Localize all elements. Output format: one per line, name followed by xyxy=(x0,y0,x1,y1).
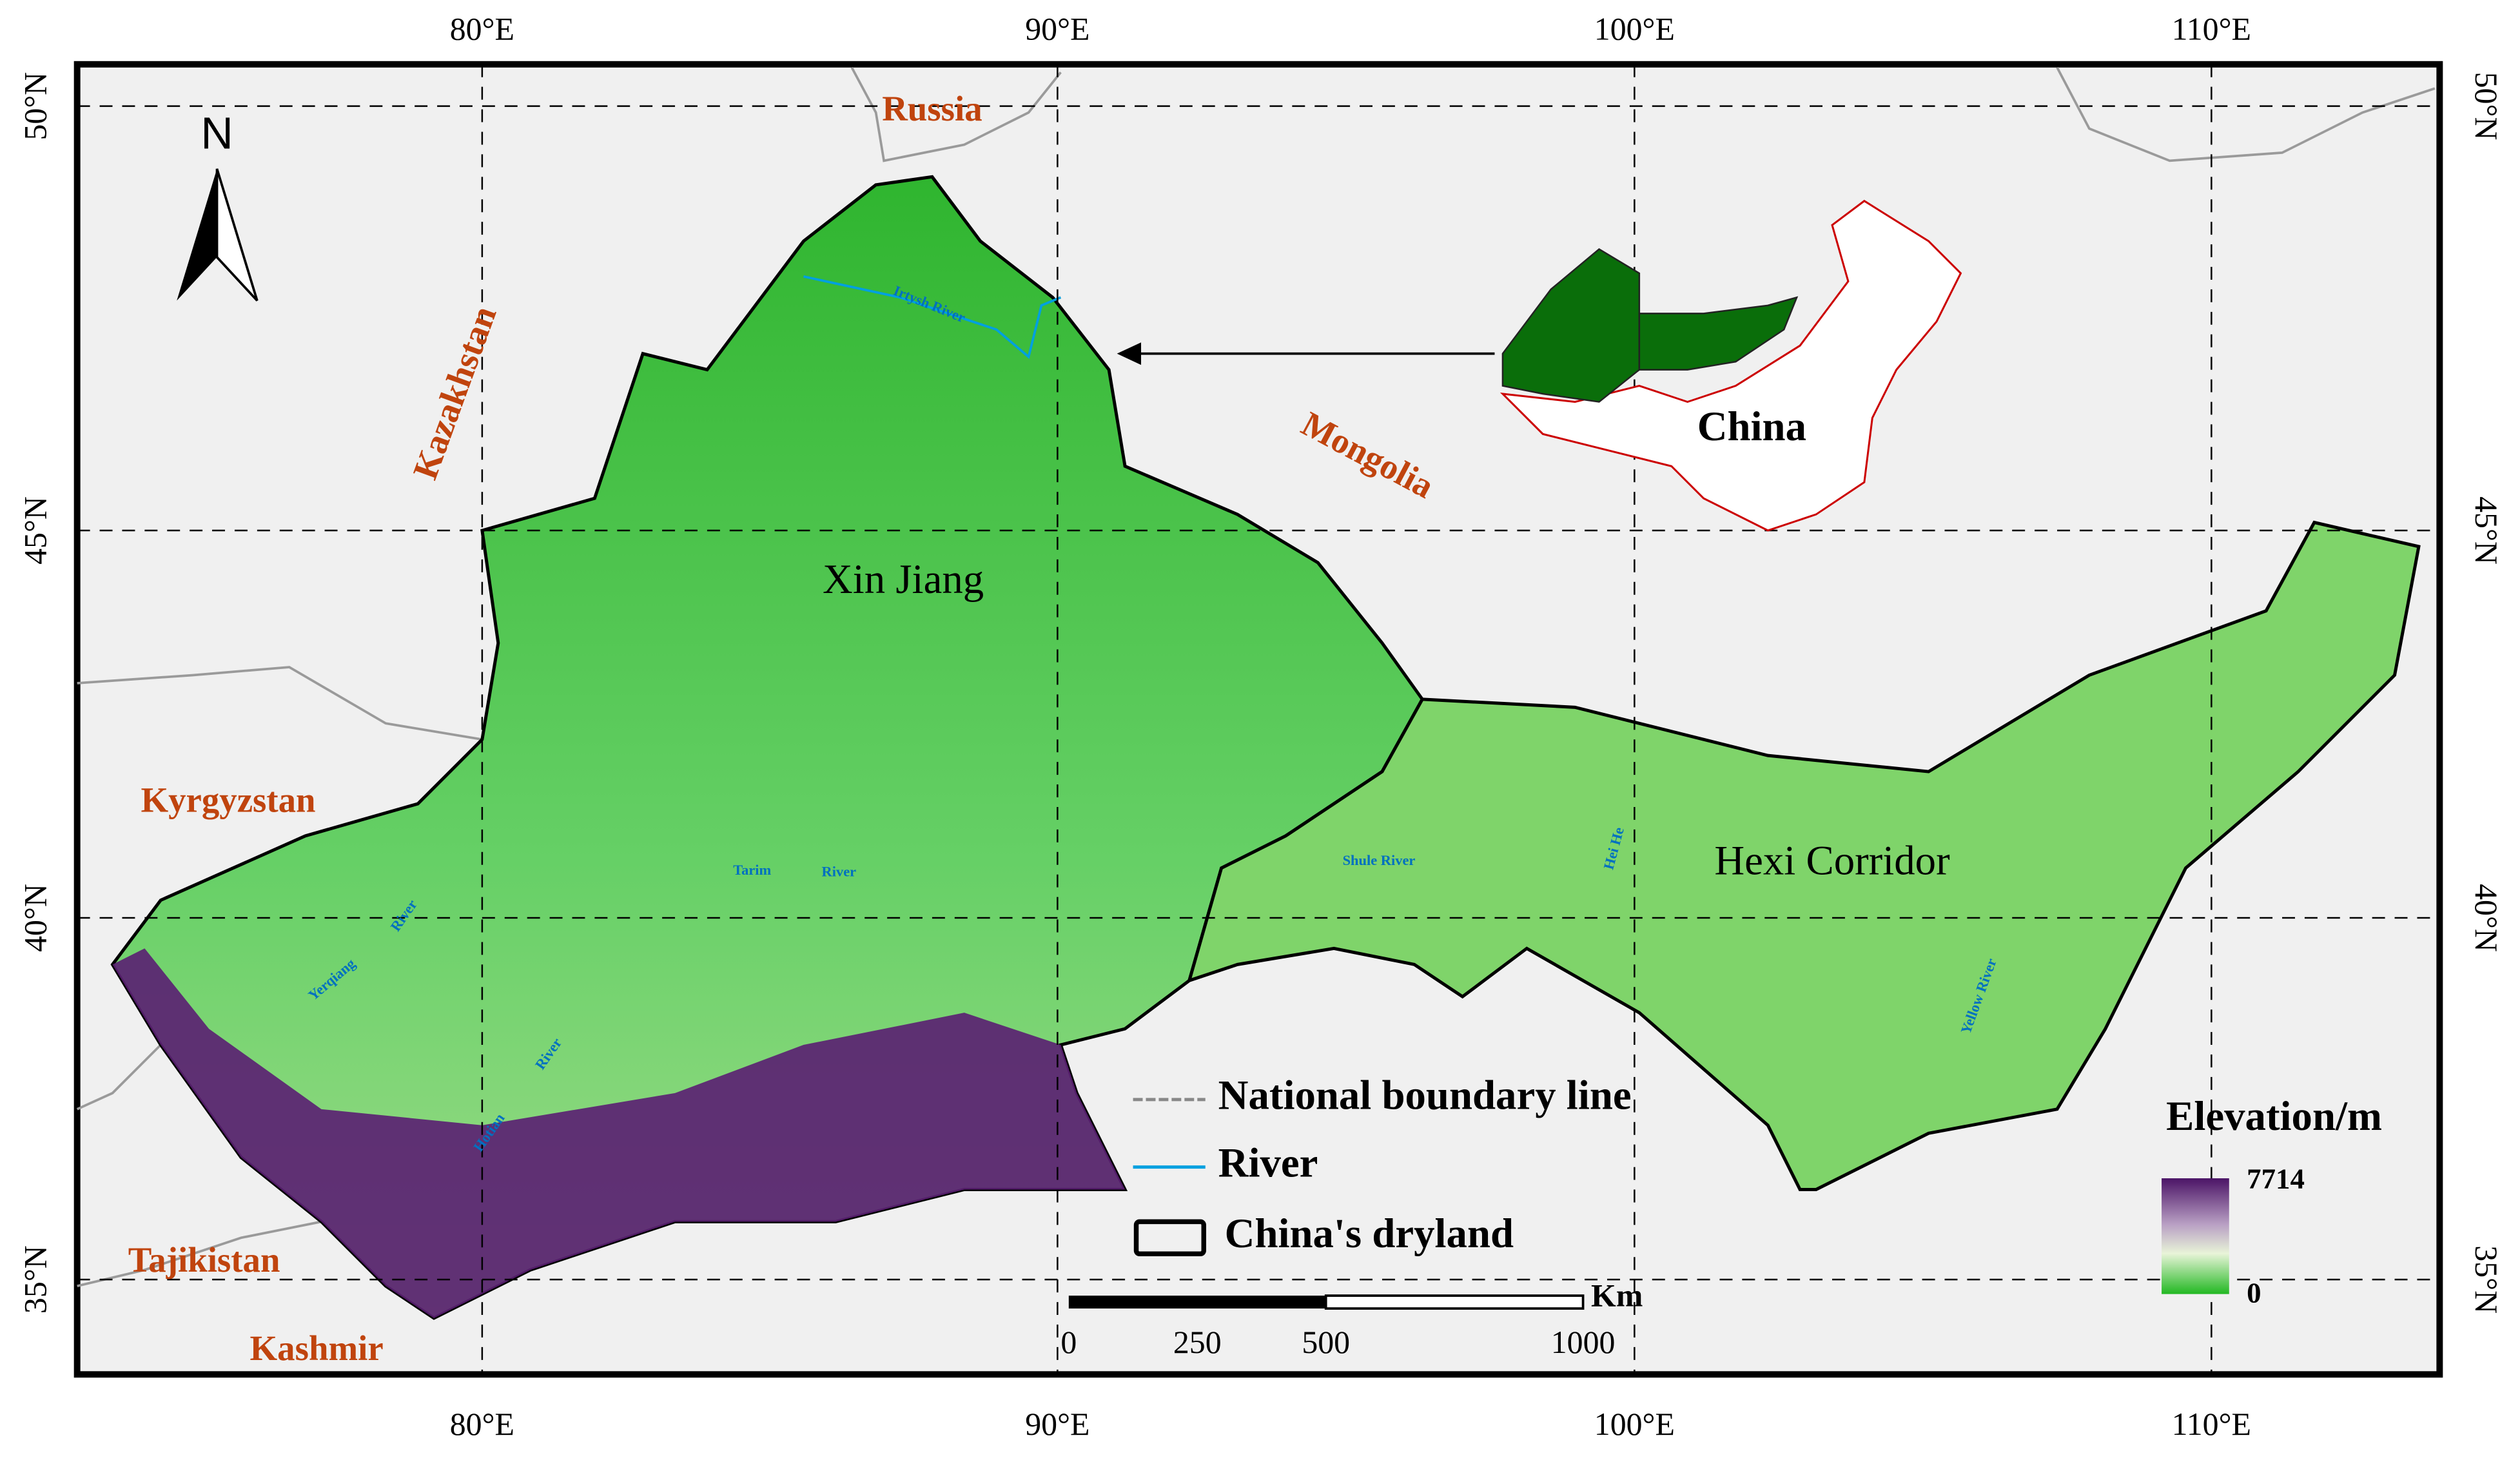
lon-label: 110°E xyxy=(2172,1406,2251,1442)
country-label: Kyrgyzstan xyxy=(141,781,315,820)
inset-china: China xyxy=(1117,199,1962,532)
country-label: Kashmir xyxy=(250,1328,384,1368)
inset-label: China xyxy=(1697,403,1806,450)
river-label: River xyxy=(822,863,857,879)
river-label: Tarim xyxy=(733,862,771,878)
river-label: Shule River xyxy=(1343,852,1416,868)
lon-label: 80°E xyxy=(450,11,514,46)
elevation-legend: Elevation/m 7714 0 xyxy=(2162,1093,2382,1308)
lon-label: 110°E xyxy=(2172,11,2251,46)
lat-label: 50°N xyxy=(2468,72,2504,141)
lat-labels: 50°N 45°N 40°N 35°N 50°N 45°N 40°N 35°N xyxy=(17,72,2504,1314)
lat-label: 35°N xyxy=(2468,1245,2504,1314)
elevation-ramp xyxy=(2162,1178,2229,1294)
hexi-corridor xyxy=(1187,520,2421,1192)
scale-label: 0 xyxy=(1060,1325,1077,1360)
lat-label: 45°N xyxy=(2468,496,2504,565)
legend-label: National boundary line xyxy=(1218,1073,1632,1119)
elevation-min: 0 xyxy=(2247,1276,2261,1308)
lon-label: 80°E xyxy=(450,1406,514,1442)
lon-labels: 80°E 90°E 100°E 110°E 80°E 90°E 100°E 11… xyxy=(450,11,2251,1442)
scale-unit: Km xyxy=(1591,1278,1643,1314)
lat-label: 40°N xyxy=(2468,884,2504,952)
lon-label: 90°E xyxy=(1025,11,1089,46)
elevation-title: Elevation/m xyxy=(2166,1093,2382,1140)
region-label: Xin Jiang xyxy=(823,556,984,603)
country-label: Tajikistan xyxy=(128,1240,280,1279)
elevation-max: 7714 xyxy=(2247,1162,2305,1194)
legend: National boundary line River China's dry… xyxy=(1133,1073,1632,1257)
country-label: Russia xyxy=(882,89,982,128)
mountains xyxy=(112,948,1126,1319)
north-label: N xyxy=(200,108,233,158)
lat-label: 45°N xyxy=(17,496,53,565)
graticule xyxy=(77,64,2440,1375)
national-borders xyxy=(76,66,2436,1287)
lat-label: 35°N xyxy=(17,1245,53,1314)
scale-label: 1000 xyxy=(1551,1325,1616,1360)
rivers xyxy=(803,275,1062,360)
scale-label: 500 xyxy=(1302,1325,1350,1360)
lat-label: 40°N xyxy=(17,884,53,952)
legend-label: River xyxy=(1218,1140,1318,1186)
lat-label: 50°N xyxy=(17,72,53,141)
scale-label: 250 xyxy=(1173,1325,1222,1360)
region-label: Hexi Corridor xyxy=(1714,838,1950,884)
scale-bar: Km 0 250 500 1000 xyxy=(1060,1278,1643,1360)
lon-label: 100°E xyxy=(1594,1406,1675,1442)
lon-label: 100°E xyxy=(1594,11,1675,46)
legend-label: China's dryland xyxy=(1225,1210,1514,1257)
lon-label: 90°E xyxy=(1025,1406,1089,1442)
